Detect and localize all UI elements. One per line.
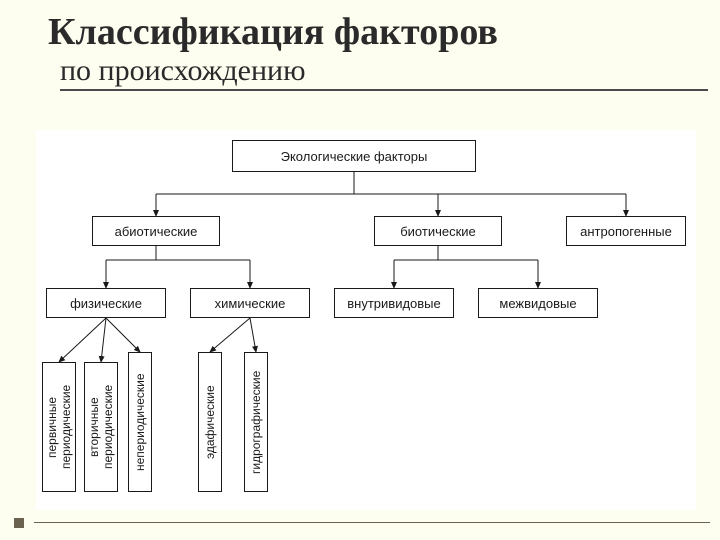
page-subtitle: по происхождению xyxy=(60,54,708,91)
node-secondary-periodic: вторичные периодические xyxy=(84,362,118,492)
title-block: Классификация факторов xyxy=(0,0,720,54)
page-title: Классификация факторов xyxy=(48,12,720,54)
node-interspecies: межвидовые xyxy=(478,288,598,318)
diagram-canvas: Экологические факторы абиотические биоти… xyxy=(36,130,696,510)
footer-bullet-icon xyxy=(14,518,24,528)
node-anthro: антропогенные xyxy=(566,216,686,246)
node-nonperiodic: непериодические xyxy=(128,352,152,492)
node-hydrographic: гидрографические xyxy=(244,352,268,492)
node-physical: физические xyxy=(46,288,166,318)
node-abiotic: абиотические xyxy=(92,216,220,246)
node-root: Экологические факторы xyxy=(232,140,476,172)
footer-rule xyxy=(34,522,710,523)
subtitle-wrap: по происхождению xyxy=(0,54,720,91)
node-intraspecies: внутривидовые xyxy=(334,288,454,318)
node-biotic: биотические xyxy=(374,216,502,246)
node-chemical: химические xyxy=(190,288,310,318)
node-primary-periodic: первичные периодические xyxy=(42,362,76,492)
node-edaphic: эдафические xyxy=(198,352,222,492)
